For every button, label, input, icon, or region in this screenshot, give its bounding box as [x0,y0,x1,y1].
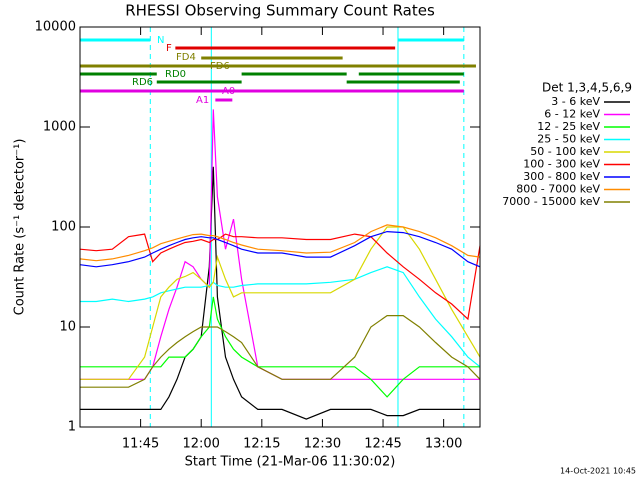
y-tick-label: 10000 [35,20,76,35]
legend-label: 50 - 100 keV [530,145,600,158]
flag-label: RD6 [132,77,153,88]
series-line [80,166,480,420]
flag-label: FD6 [210,61,230,72]
x-tick-label: 12:45 [364,437,401,452]
flag-label: A1 [196,95,209,106]
legend-label: 7000 - 15000 keV [502,195,600,208]
x-tick-label: 11:45 [122,437,159,452]
flag-label: A0 [222,86,235,97]
flag-label: RD0 [165,69,186,80]
footer: 14-Oct-2021 10:45 [560,467,636,476]
y-tick-label: 1 [68,420,76,435]
series-line [79,233,481,321]
legend-label: 100 - 300 keV [523,158,600,171]
legend-label: 6 - 12 keV [544,108,600,121]
y-tick-label: 1000 [43,120,76,135]
legend-label: 800 - 7000 keV [516,183,600,196]
chart-title: RHESSI Observing Summary Count Rates [125,2,435,20]
legend-title: Det 1,3,4,5,6,9 [542,81,632,95]
flag-label: N [157,35,164,46]
legend-label: 3 - 6 keV [551,95,600,108]
series-line [80,266,481,368]
y-tick-label: 100 [51,220,76,235]
legend-label: 25 - 50 keV [537,133,600,146]
flag-label: FD4 [176,52,196,63]
x-tick-label: 12:00 [182,437,219,452]
x-tick-label: 12:15 [243,437,280,452]
series-line [79,224,481,262]
y-axis-label: Count Rate (s⁻¹ detector⁻¹) [13,139,28,316]
flag-label: F [166,43,172,54]
legend-label: 12 - 25 keV [537,120,600,133]
series-line [79,230,481,268]
x-axis-label: Start Time (21-Mar-06 11:30:02) [185,455,396,470]
legend-label: 300 - 800 keV [523,170,600,183]
series-line [80,315,481,388]
x-tick-label: 12:30 [304,437,341,452]
y-tick-label: 10 [59,320,76,335]
x-tick-label: 13:00 [425,437,462,452]
